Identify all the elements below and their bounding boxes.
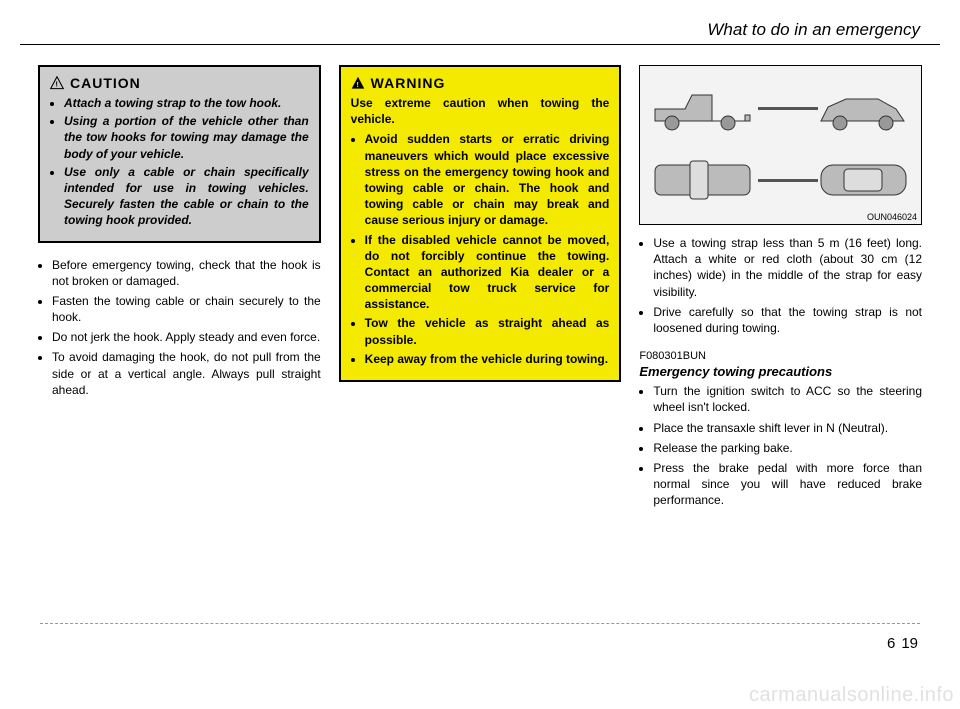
caution-box: ! CAUTION Attach a towing strap to the t… — [38, 65, 321, 243]
left-list: Before emergency towing, check that the … — [38, 257, 321, 399]
towed-car-side-icon — [816, 83, 911, 133]
caution-list: Attach a towing strap to the tow hook. U… — [50, 95, 309, 229]
tow-bar-icon — [758, 107, 818, 110]
list-item: Release the parking bake. — [653, 440, 922, 456]
column-left: ! CAUTION Attach a towing strap to the t… — [38, 65, 321, 512]
list-item: Turn the ignition switch to ACC so the s… — [653, 383, 922, 415]
tow-bar-icon — [758, 179, 818, 182]
list-item: To avoid damaging the hook, do not pull … — [52, 349, 321, 398]
illustration-code: OUN046024 — [867, 212, 917, 222]
list-item: Press the brake pedal with more force th… — [653, 460, 922, 509]
svg-text:!: ! — [55, 80, 58, 89]
tow-truck-top-icon — [650, 153, 760, 208]
caution-title: ! CAUTION — [50, 75, 309, 91]
caution-item: Using a portion of the vehicle other tha… — [64, 113, 309, 162]
list-item: Before emergency towing, check that the … — [52, 257, 321, 289]
content-columns: ! CAUTION Attach a towing strap to the t… — [20, 65, 940, 512]
precautions-list: Turn the ignition switch to ACC so the s… — [639, 383, 922, 508]
warning-box: ! WARNING Use extreme caution when towin… — [339, 65, 622, 382]
towing-illustration: OUN046024 — [639, 65, 922, 225]
page-section-number: 6 — [887, 635, 895, 652]
warning-lead: Use extreme caution when towing the vehi… — [351, 95, 610, 127]
warning-item: Keep away from the vehicle during towing… — [365, 351, 610, 367]
page-number-value: 19 — [901, 635, 918, 652]
towing-side-view — [650, 78, 911, 138]
list-item: Drive carefully so that the towing strap… — [653, 304, 922, 336]
warning-item: If the disabled vehicle cannot be moved,… — [365, 232, 610, 313]
page-number: 6 19 — [887, 635, 918, 652]
list-item: Do not jerk the hook. Apply steady and e… — [52, 329, 321, 345]
precautions-subhead: Emergency towing precautions — [639, 364, 922, 379]
right-list: Use a towing strap less than 5 m (16 fee… — [639, 235, 922, 336]
towing-top-view — [650, 150, 911, 210]
caution-item: Attach a towing strap to the tow hook. — [64, 95, 309, 111]
warning-item: Tow the vehicle as straight ahead as pos… — [365, 315, 610, 347]
column-right: OUN046024 Use a towing strap less than 5… — [639, 65, 922, 512]
warning-item: Avoid sudden starts or erratic driving m… — [365, 131, 610, 228]
warning-icon: ! — [351, 76, 365, 90]
list-item: Place the transaxle shift lever in N (Ne… — [653, 420, 922, 436]
towed-car-top-icon — [816, 155, 911, 205]
warning-title: ! WARNING — [351, 75, 610, 91]
column-middle: ! WARNING Use extreme caution when towin… — [339, 65, 622, 512]
caution-item: Use only a cable or chain specifically i… — [64, 164, 309, 229]
section-ref-code: F080301BUN — [639, 350, 922, 362]
tow-truck-side-icon — [650, 81, 760, 136]
page-cut-line — [40, 623, 920, 624]
caution-icon: ! — [50, 76, 64, 90]
caution-title-text: CAUTION — [70, 75, 141, 91]
section-header: What to do in an emergency — [20, 20, 940, 44]
svg-text:!: ! — [356, 80, 359, 89]
warning-list: Avoid sudden starts or erratic driving m… — [351, 131, 610, 367]
warning-title-text: WARNING — [371, 75, 446, 91]
list-item: Use a towing strap less than 5 m (16 fee… — [653, 235, 922, 300]
header-rule — [20, 44, 940, 45]
watermark: carmanualsonline.info — [749, 684, 954, 707]
list-item: Fasten the towing cable or chain securel… — [52, 293, 321, 325]
